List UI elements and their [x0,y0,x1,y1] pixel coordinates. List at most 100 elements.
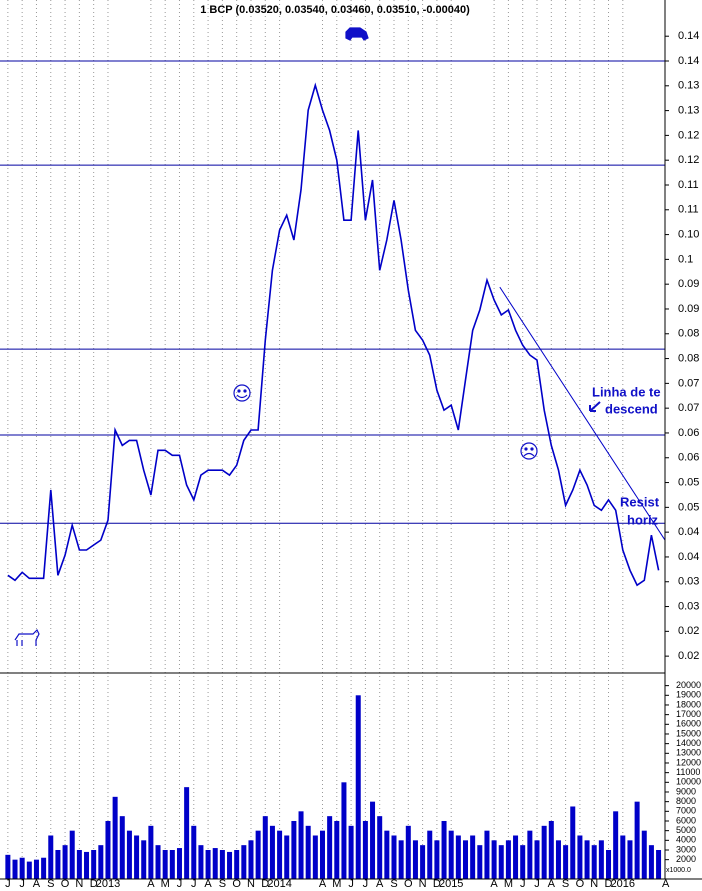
volume-bar [370,801,376,879]
x-tick-label: M [504,878,513,890]
y2-tick-label: 2000 [676,854,696,864]
y-tick-label: 0.14 [678,55,699,67]
volume-bar [627,840,633,879]
volume-bar [555,840,561,879]
volume-bar [656,849,662,879]
volume-bar [384,830,390,879]
y-tick-label: 0.13 [678,80,699,92]
y2-tick-label: 14000 [676,738,701,748]
icon-part [524,447,528,451]
y-tick-label: 0.04 [678,551,699,563]
x-tick-label: S [390,878,397,890]
x-tick-label: N [590,878,598,890]
volume-bar [105,820,111,879]
volume-bar [76,849,82,879]
volume-bar [312,835,318,879]
volume-bar [126,830,132,879]
bear-icon [345,27,369,41]
x-tick-label: N [75,878,83,890]
volume-bar [234,849,240,879]
volume-bar [155,845,161,879]
annotation: descend [605,401,658,416]
volume-bar [355,695,361,879]
y-tick-label: 0.09 [678,278,699,290]
annotation: Resist [620,494,660,509]
volume-bar [563,845,569,879]
y-tick-label: 0.12 [678,154,699,166]
volume-bar [570,806,576,879]
volume-bar [498,845,504,879]
x-tick-label: M [161,878,170,890]
volume-bar [291,820,297,879]
volume-bar [219,849,225,879]
x-tick-label: A [33,878,41,890]
volume-bar [598,840,604,879]
volume-bar [641,830,647,879]
volume-bar [334,820,340,879]
trend-line [499,286,665,541]
x-tick-label: A [147,878,155,890]
volume-bar [620,835,626,879]
volume-bar [227,851,233,879]
volume-bar [169,849,175,879]
y-tick-label: 0.08 [678,328,699,340]
y-tick-label: 0.07 [678,402,699,414]
volume-bar [405,825,411,879]
volume-bar [448,830,454,879]
volume-bar [420,845,426,879]
x-tick-label: A [490,878,498,890]
y-tick-label: 0.05 [678,501,699,513]
volume-bar [134,835,140,879]
volume-bar [484,830,490,879]
volume-bar [277,830,283,879]
volume-bar [298,811,304,879]
axis-unit: x1000.0 [666,867,691,874]
volume-bar [162,849,168,879]
volume-bar [241,845,247,879]
volume-bar [548,820,554,879]
y2-tick-label: 19000 [676,690,701,700]
y2-tick-label: 8000 [676,796,696,806]
volume-bar [377,816,383,879]
icon-part [236,394,248,399]
volume-bar [148,825,154,879]
volume-bar [441,820,447,879]
volume-bar [462,840,469,879]
volume-bar [284,835,290,879]
volume-bar [33,859,39,879]
x-tick-label: D [433,878,441,890]
y-tick-label: 0.12 [678,129,699,141]
volume-bar [119,816,125,879]
y-tick-label: 0.03 [678,600,699,612]
x-tick-label: S [47,878,54,890]
x-tick-label: D [261,878,269,890]
y-tick-label: 0.14 [678,30,699,42]
volume-bar [527,830,533,879]
x-tick-label: S [562,878,569,890]
volume-bar [634,801,640,879]
volume-bar [455,835,461,879]
volume-bar [198,845,204,879]
y-tick-label: 0.06 [678,427,699,439]
y-tick-label: 0.13 [678,105,699,117]
volume-bar [591,845,597,879]
icons [14,27,601,646]
y2-tick-label: 7000 [676,806,696,816]
y2-tick-label: 15000 [676,728,701,738]
volume-bar [19,857,25,879]
y-tick-label: 0.1 [678,253,693,265]
arrow-icon [589,401,601,412]
x-tick-label: J [520,878,526,890]
x-tick-label: J [19,878,25,890]
y2-tick-label: 16000 [676,719,701,729]
volume-bar [513,835,519,879]
icon-part [243,389,247,393]
volume-bar [176,848,182,879]
x-tick-label: A [376,878,384,890]
volume-bar [55,849,61,879]
x-tick-label: A [662,878,670,890]
y-tick-label: 0.09 [678,303,699,315]
volume-bar [470,835,476,879]
